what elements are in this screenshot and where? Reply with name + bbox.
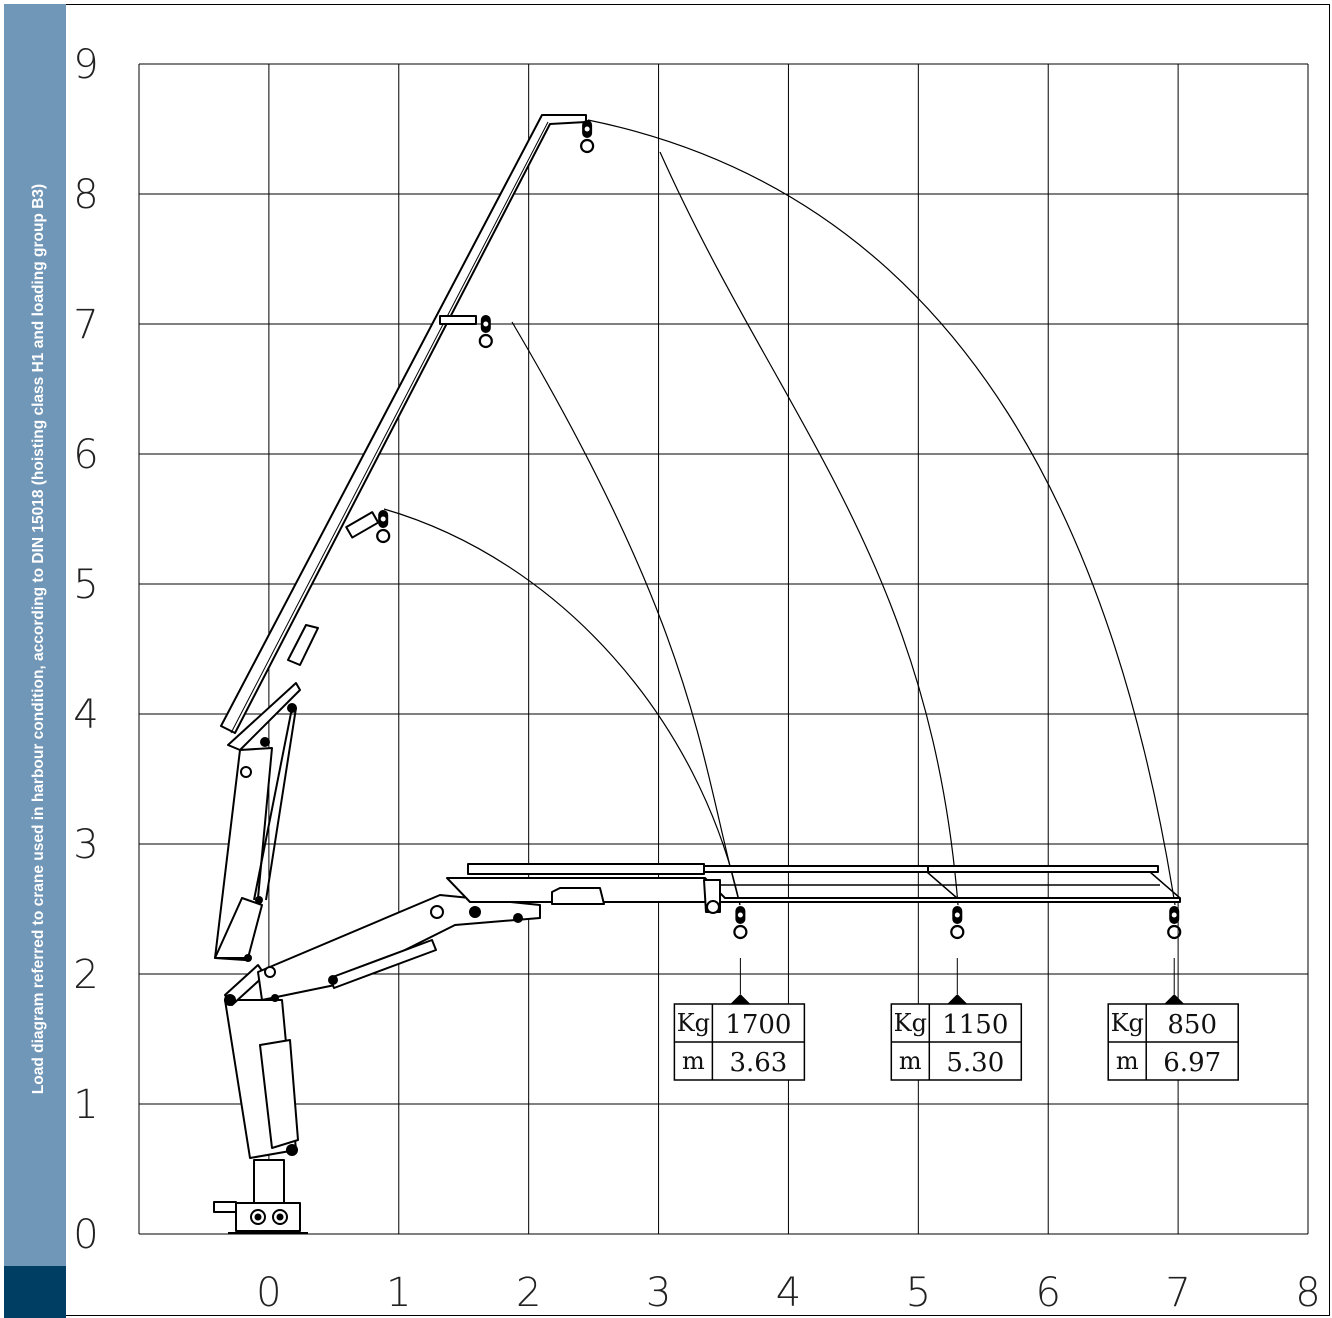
y-tick-label: 2 xyxy=(73,952,98,998)
reach-arc-3 xyxy=(659,151,959,906)
outer-boom xyxy=(214,747,273,961)
x-tick-label: 2 xyxy=(516,1270,541,1316)
x-tick-label: 5 xyxy=(906,1270,931,1316)
main-cylinder xyxy=(259,1039,299,1149)
load-table: Kg 1700 m 3.63 xyxy=(673,906,806,1081)
crane-raised xyxy=(220,114,587,751)
load-table: Kg 1150 m 5.30 xyxy=(890,906,1023,1081)
table-m-value: 3.63 xyxy=(729,1048,787,1078)
reach-arc-2 xyxy=(511,321,741,906)
y-tick-label: 9 xyxy=(73,42,98,88)
extension-rail-3 xyxy=(927,865,1159,873)
x-tick-label: 7 xyxy=(1165,1270,1190,1316)
y-axis-ticks: 0 1 2 3 4 5 6 7 8 9 xyxy=(73,42,98,1258)
hook-icon xyxy=(733,906,748,940)
table-kg-value: 850 xyxy=(1167,1010,1217,1040)
jib-raised-cylinder xyxy=(287,624,319,666)
y-tick-label: 6 xyxy=(73,432,98,478)
load-marker-arrow xyxy=(730,994,751,1004)
knuckle-link xyxy=(214,897,263,959)
crane-column xyxy=(213,707,308,1234)
diagram-frame xyxy=(66,4,1330,1316)
table-kg-label: Kg xyxy=(677,1009,710,1037)
y-tick-label: 7 xyxy=(73,302,98,348)
boom-bracket xyxy=(551,887,605,905)
y-tick-label: 3 xyxy=(73,822,98,868)
sidebar-footer-block xyxy=(4,1266,66,1318)
crane-horizontal xyxy=(257,863,1181,1001)
table-m-label: m xyxy=(899,1047,922,1075)
y-tick-label: 1 xyxy=(73,1082,98,1128)
jib-raised xyxy=(220,114,587,734)
table-kg-label: Kg xyxy=(894,1009,927,1037)
jib-raised-link xyxy=(227,682,301,751)
load-marker-arrow xyxy=(947,994,968,1004)
x-tick-label: 8 xyxy=(1295,1270,1320,1316)
hook-icon xyxy=(950,906,965,940)
load-marker-arrow xyxy=(1164,994,1185,1004)
extension-rail-2 xyxy=(703,865,929,873)
extension-top-rail xyxy=(467,863,705,875)
table-m-value: 6.97 xyxy=(1163,1048,1221,1078)
y-tick-label: 4 xyxy=(73,692,98,738)
x-tick-label: 6 xyxy=(1035,1270,1060,1316)
table-kg-value: 1700 xyxy=(725,1010,791,1040)
pivot-pins xyxy=(224,703,523,1156)
x-axis-ticks: 0 1 2 3 4 5 6 7 8 xyxy=(256,1270,1321,1316)
x-tick-label: 3 xyxy=(646,1270,671,1316)
x-tick-label: 4 xyxy=(776,1270,801,1316)
table-m-label: m xyxy=(682,1047,705,1075)
table-kg-label: Kg xyxy=(1111,1009,1144,1037)
base-plate xyxy=(213,1201,237,1213)
slewing-base xyxy=(235,1202,301,1232)
table-m-label: m xyxy=(1116,1047,1139,1075)
raised-hooks xyxy=(376,120,595,544)
hook-icon xyxy=(1167,906,1182,940)
load-tables: Kg 1700 m 3.63 Kg 1150 m 5.30 Kg 850 m 6.97 xyxy=(673,906,1239,1081)
reach-arc-4 xyxy=(587,119,1176,906)
reach-arc-1 xyxy=(383,508,741,906)
y-tick-label: 0 xyxy=(73,1212,98,1258)
load-table: Kg 850 m 6.97 xyxy=(1107,906,1239,1081)
table-kg-value: 1150 xyxy=(942,1010,1008,1040)
x-tick-label: 1 xyxy=(386,1270,411,1316)
column-pedestal xyxy=(253,1159,285,1206)
y-tick-label: 5 xyxy=(73,562,98,608)
hook-icon xyxy=(478,315,493,349)
x-tick-label: 0 xyxy=(256,1270,281,1316)
hook-icon xyxy=(376,510,391,544)
sidebar-panel: Load diagram referred to crane used in h… xyxy=(4,4,66,1266)
reach-arcs xyxy=(383,119,1176,906)
hook-icon xyxy=(580,120,595,154)
y-tick-label: 8 xyxy=(73,172,98,218)
table-m-value: 5.30 xyxy=(946,1048,1004,1078)
